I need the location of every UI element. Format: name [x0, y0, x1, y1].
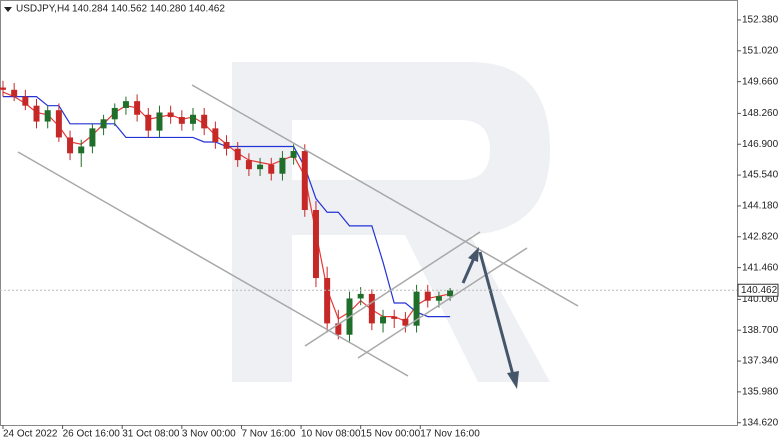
- x-tick-label: 26 Oct 16:00: [63, 429, 121, 440]
- analysis-lines: [17, 84, 579, 377]
- candle-body: [122, 101, 129, 108]
- candle-body: [435, 296, 442, 301]
- y-tick-label: 148.260: [742, 108, 779, 119]
- y-tick-label: 142.820: [742, 231, 779, 242]
- candle-body: [301, 151, 308, 211]
- candle-body: [44, 110, 51, 122]
- x-tick-label: 31 Oct 08:00: [122, 429, 180, 440]
- candle-body: [22, 96, 29, 106]
- y-tick-label: 151.020: [742, 45, 779, 56]
- y-tick-label: 135.980: [742, 387, 779, 398]
- last-price-label: 140.462: [741, 285, 778, 296]
- candle-body: [424, 291, 431, 301]
- candle-body: [223, 141, 230, 149]
- symbol: USDJPY,H4: [16, 4, 70, 15]
- candle-body: [111, 107, 118, 120]
- y-tick-label: 134.620: [742, 417, 779, 428]
- candle-body: [391, 316, 398, 319]
- candle-body: [201, 114, 208, 129]
- y-tick-label: 138.700: [742, 325, 779, 336]
- candle-body: [145, 114, 152, 131]
- y-tick-label: 137.340: [742, 356, 779, 367]
- candle-body: [55, 110, 62, 138]
- x-tick-label: 10 Nov 08:00: [301, 429, 361, 440]
- candle-body: [324, 278, 331, 324]
- candle-body: [447, 290, 454, 297]
- plot: [0, 80, 454, 342]
- candle-body: [0, 87, 6, 90]
- y-tick-label: 144.180: [742, 201, 779, 212]
- candle-body: [234, 148, 241, 161]
- candle-body: [268, 164, 275, 174]
- y-tick-label: 149.660: [742, 76, 779, 87]
- candle-body: [134, 101, 141, 115]
- y-tick-label: 152.380: [742, 15, 779, 26]
- candle-body: [190, 114, 197, 124]
- candle-body: [368, 293, 375, 324]
- x-tick-label: 3 Nov 00:00: [182, 429, 236, 440]
- candle-body: [380, 316, 387, 324]
- candle-body: [178, 117, 185, 124]
- menu-triangle[interactable]: [4, 7, 12, 12]
- candle-body: [413, 291, 420, 326]
- candle-body: [100, 119, 107, 129]
- candle-body: [212, 128, 219, 142]
- candle-body: [312, 210, 319, 279]
- x-tick-label: 7 Nov 16:00: [241, 429, 295, 440]
- candle-body: [402, 318, 409, 326]
- x-tick-label: 24 Oct 2022: [3, 429, 58, 440]
- x-tick-label: 15 Nov 00:00: [361, 429, 421, 440]
- y-tick-label: 140.060: [742, 294, 779, 305]
- candle-body: [290, 151, 297, 158]
- x-tick-label: 17 Nov 16:00: [420, 429, 480, 440]
- candle-body: [357, 293, 364, 299]
- candle-body: [257, 164, 264, 170]
- candle-body: [78, 146, 85, 154]
- candle-body: [89, 128, 96, 147]
- last-price-box: [737, 283, 779, 297]
- forecast-arrows: [461, 247, 519, 389]
- y-tick-label: 141.460: [742, 262, 779, 273]
- candle-body: [279, 157, 286, 174]
- candle-body: [245, 160, 252, 170]
- candle-body: [167, 112, 174, 118]
- candle-body: [11, 89, 18, 97]
- watermark: [232, 62, 550, 382]
- candle-body: [33, 105, 40, 122]
- ohlc: 140.284 140.562 140.280 140.462: [72, 4, 225, 15]
- candle-body: [156, 112, 163, 131]
- candle-body: [67, 137, 74, 154]
- plot-frame: [0, 0, 738, 426]
- y-tick-label: 145.540: [742, 170, 779, 181]
- candle-body: [335, 323, 342, 335]
- y-tick-label: 146.900: [742, 139, 779, 150]
